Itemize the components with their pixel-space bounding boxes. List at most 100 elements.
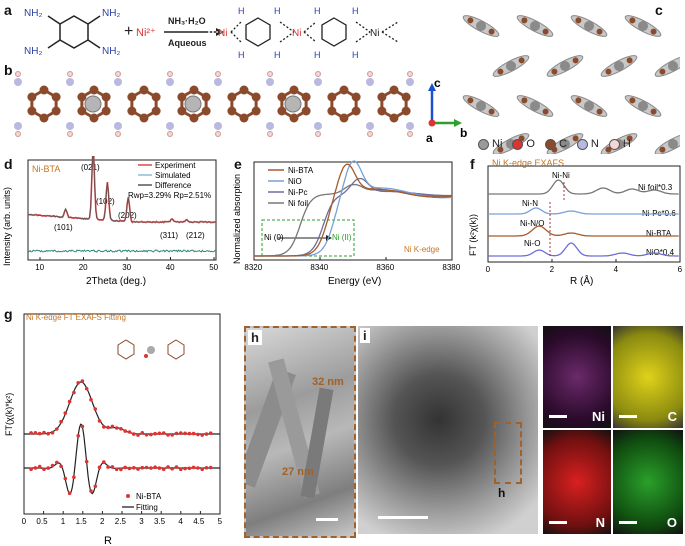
data-point xyxy=(46,466,50,470)
tick-label: 3.5 xyxy=(154,517,166,526)
arrow-top-text: NH₃·H₂O xyxy=(168,16,206,26)
molecule-stack xyxy=(491,52,531,80)
h-label: H xyxy=(238,6,245,16)
data-point xyxy=(123,466,127,470)
h-label: H xyxy=(274,50,281,60)
amine-label: NH₂ xyxy=(24,46,42,57)
xrd-ylabel: Intensity (arb. units) xyxy=(2,187,12,266)
data-point xyxy=(170,433,174,437)
tick-label: 3 xyxy=(139,517,144,526)
molecule-stack xyxy=(515,12,555,40)
atom-legend-c: C xyxy=(545,138,567,150)
data-point xyxy=(115,468,119,472)
carbon-atom xyxy=(202,107,211,116)
tick-label: 30 xyxy=(122,263,131,272)
data-point xyxy=(128,430,132,434)
nitrogen-atom xyxy=(66,122,74,130)
data-point xyxy=(136,433,140,437)
carbon-atom xyxy=(327,93,336,102)
data-point xyxy=(145,433,149,437)
tick-label: 4 xyxy=(178,517,183,526)
peak-021: (021) xyxy=(81,163,100,172)
carbon-atom xyxy=(277,93,286,102)
carbon-atom xyxy=(340,86,349,95)
data-point xyxy=(166,433,170,437)
tick-label: 4.5 xyxy=(193,517,205,526)
data-point xyxy=(106,465,110,469)
data-point xyxy=(158,466,162,470)
molecule-stack xyxy=(569,12,609,40)
peak-212: (212) xyxy=(186,231,205,240)
crystal-chain-model xyxy=(10,70,420,140)
data-point xyxy=(98,466,102,470)
carbon-atom xyxy=(40,86,49,95)
bond-ni-ni: Ni-Ni xyxy=(552,171,570,180)
tick-label: 10 xyxy=(35,263,44,272)
data-point xyxy=(29,431,33,435)
exafs-xlabel: R (Å) xyxy=(570,274,593,287)
ni0-label: Ni (0) xyxy=(264,233,284,242)
eds-map-n: N xyxy=(543,430,611,534)
data-point xyxy=(166,465,170,469)
data-point xyxy=(29,467,33,471)
data-point xyxy=(132,432,136,436)
data-point xyxy=(175,465,179,469)
data-point xyxy=(209,466,213,470)
atom-legend-ni: Ni xyxy=(478,138,502,150)
data-point xyxy=(119,468,123,472)
exafs-fit-chart: Ni K-edge FT EXAFS Fitting FT(χ(k)*k²) R… xyxy=(0,306,225,546)
nitrogen-atom xyxy=(266,122,274,130)
hydrogen-atom xyxy=(168,72,173,77)
data-point xyxy=(98,419,102,423)
data-point xyxy=(149,433,153,437)
carbon-atom xyxy=(27,107,36,116)
carbon-atom xyxy=(227,107,236,116)
xanes-ylabel: Normalized absorption xyxy=(232,174,242,264)
data-point xyxy=(115,426,119,430)
zoom-region-label: h xyxy=(498,486,505,500)
bond-ni-n: Ni-N xyxy=(522,199,538,208)
tick-label: 0.5 xyxy=(36,517,48,526)
width-32nm: 32 nm xyxy=(312,376,344,388)
tetraaminobenzene xyxy=(48,16,100,48)
data-point xyxy=(192,466,196,470)
legend-ni-foil: Ni foil xyxy=(288,199,308,208)
atom-legend-n: N xyxy=(577,138,599,150)
tem-image-h: h 32 nm 27 nm xyxy=(244,326,356,538)
molecule-stack xyxy=(623,92,663,120)
ni-cation: Ni²⁺ xyxy=(136,27,156,39)
data-point xyxy=(38,432,42,436)
scale-bar-i xyxy=(378,516,428,519)
carbon-atom xyxy=(402,107,411,116)
carbon-atom xyxy=(202,93,211,102)
data-point xyxy=(85,387,89,391)
nickel-atom xyxy=(185,96,201,112)
data-point xyxy=(196,466,200,470)
nitrogen-atom xyxy=(14,78,22,86)
data-point xyxy=(42,431,46,435)
fit-ylabel: FT(χ(k)*k²) xyxy=(4,393,14,436)
carbon-atom xyxy=(127,107,136,116)
data-point xyxy=(59,465,63,469)
h-label: H xyxy=(314,6,321,16)
nitrogen-atom xyxy=(406,78,414,86)
atom-legend-h: H xyxy=(609,138,631,150)
h-label: H xyxy=(274,6,281,16)
fit-xlabel: R xyxy=(104,535,112,546)
nitrogen-atom xyxy=(214,78,222,86)
data-point xyxy=(64,411,68,415)
carbon-atom xyxy=(302,93,311,102)
nickel-atom xyxy=(285,96,301,112)
molecule-stack xyxy=(515,92,555,120)
hydrogen-atom xyxy=(368,132,373,137)
data-point xyxy=(81,379,85,383)
hydrogen-atom xyxy=(316,72,321,77)
width-27nm: 27 nm xyxy=(282,466,314,478)
h-label: H xyxy=(238,50,245,60)
tick-label: 1.5 xyxy=(76,517,88,526)
carbon-atom xyxy=(377,93,386,102)
carbon-atom xyxy=(327,107,336,116)
data-point xyxy=(136,467,140,471)
carbon-atom xyxy=(277,107,286,116)
data-point xyxy=(89,398,93,402)
